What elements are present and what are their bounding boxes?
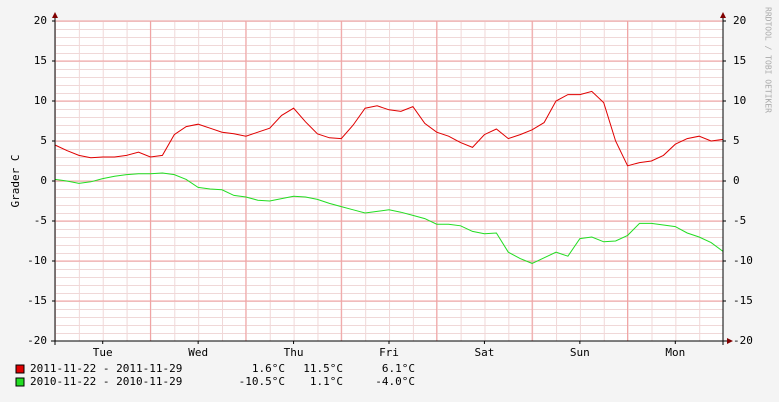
x-tick-label: Sun xyxy=(570,346,590,359)
y2-tick-label: -10 xyxy=(733,254,753,267)
legend-max: 1.1°C xyxy=(310,375,343,388)
legend: 2011-11-22 - 2011-11-29 1.6°C 11.5°C 6.1°C 2… xyxy=(15,362,415,388)
legend-label: 2010-11-22 - 2010-11-29 xyxy=(30,375,182,388)
legend-avg: 6.1°C xyxy=(382,362,415,375)
legend-label: 2011-11-22 - 2011-11-29 xyxy=(30,362,182,375)
y-tick-label: -5 xyxy=(34,214,47,227)
x-tick-label: Fri xyxy=(379,346,399,359)
y2-tick-label: 10 xyxy=(733,94,746,107)
y2-tick-label: 20 xyxy=(733,14,746,27)
x-tick-label: Wed xyxy=(188,346,208,359)
y-tick-label: -10 xyxy=(27,254,47,267)
side-text: RRDTOOL / TOBI OETIKER xyxy=(764,7,773,113)
y-tick-label: 20 xyxy=(34,14,47,27)
y-tick-label: 5 xyxy=(40,134,47,147)
legend-swatch xyxy=(15,364,25,374)
y2-tick-label: -15 xyxy=(733,294,753,307)
y-tick-label: 10 xyxy=(34,94,47,107)
y2-tick-label: -5 xyxy=(733,214,746,227)
legend-min: -10.5°C xyxy=(239,375,285,388)
grid: -20 -20 -15 -15 -10 -10 -5 -5 0 0 5 5 10 10 15 15 20 20 Tu… xyxy=(27,14,753,359)
y-axis-label: Grader C xyxy=(9,155,22,208)
y2-tick-label: 15 xyxy=(733,54,746,67)
y2-tick-label: -20 xyxy=(733,334,753,347)
legend-avg: -4.0°C xyxy=(375,375,415,388)
x-tick-label: Mon xyxy=(665,346,685,359)
legend-max: 11.5°C xyxy=(303,362,343,375)
y2-tick-label: 5 xyxy=(733,134,740,147)
y-tick-label: -20 xyxy=(27,334,47,347)
series-line xyxy=(54,172,724,264)
series-line xyxy=(54,90,724,167)
lines xyxy=(54,90,724,264)
y2-tick-label: 0 xyxy=(733,174,740,187)
y-tick-label: 0 xyxy=(40,174,47,187)
x-tick-label: Sat xyxy=(474,346,494,359)
legend-min: 1.6°C xyxy=(252,362,285,375)
legend-swatch xyxy=(15,377,25,387)
x-tick-label: Thu xyxy=(284,346,304,359)
y-tick-label: -15 xyxy=(27,294,47,307)
x-tick-label: Tue xyxy=(93,346,113,359)
y-tick-label: 15 xyxy=(34,54,47,67)
